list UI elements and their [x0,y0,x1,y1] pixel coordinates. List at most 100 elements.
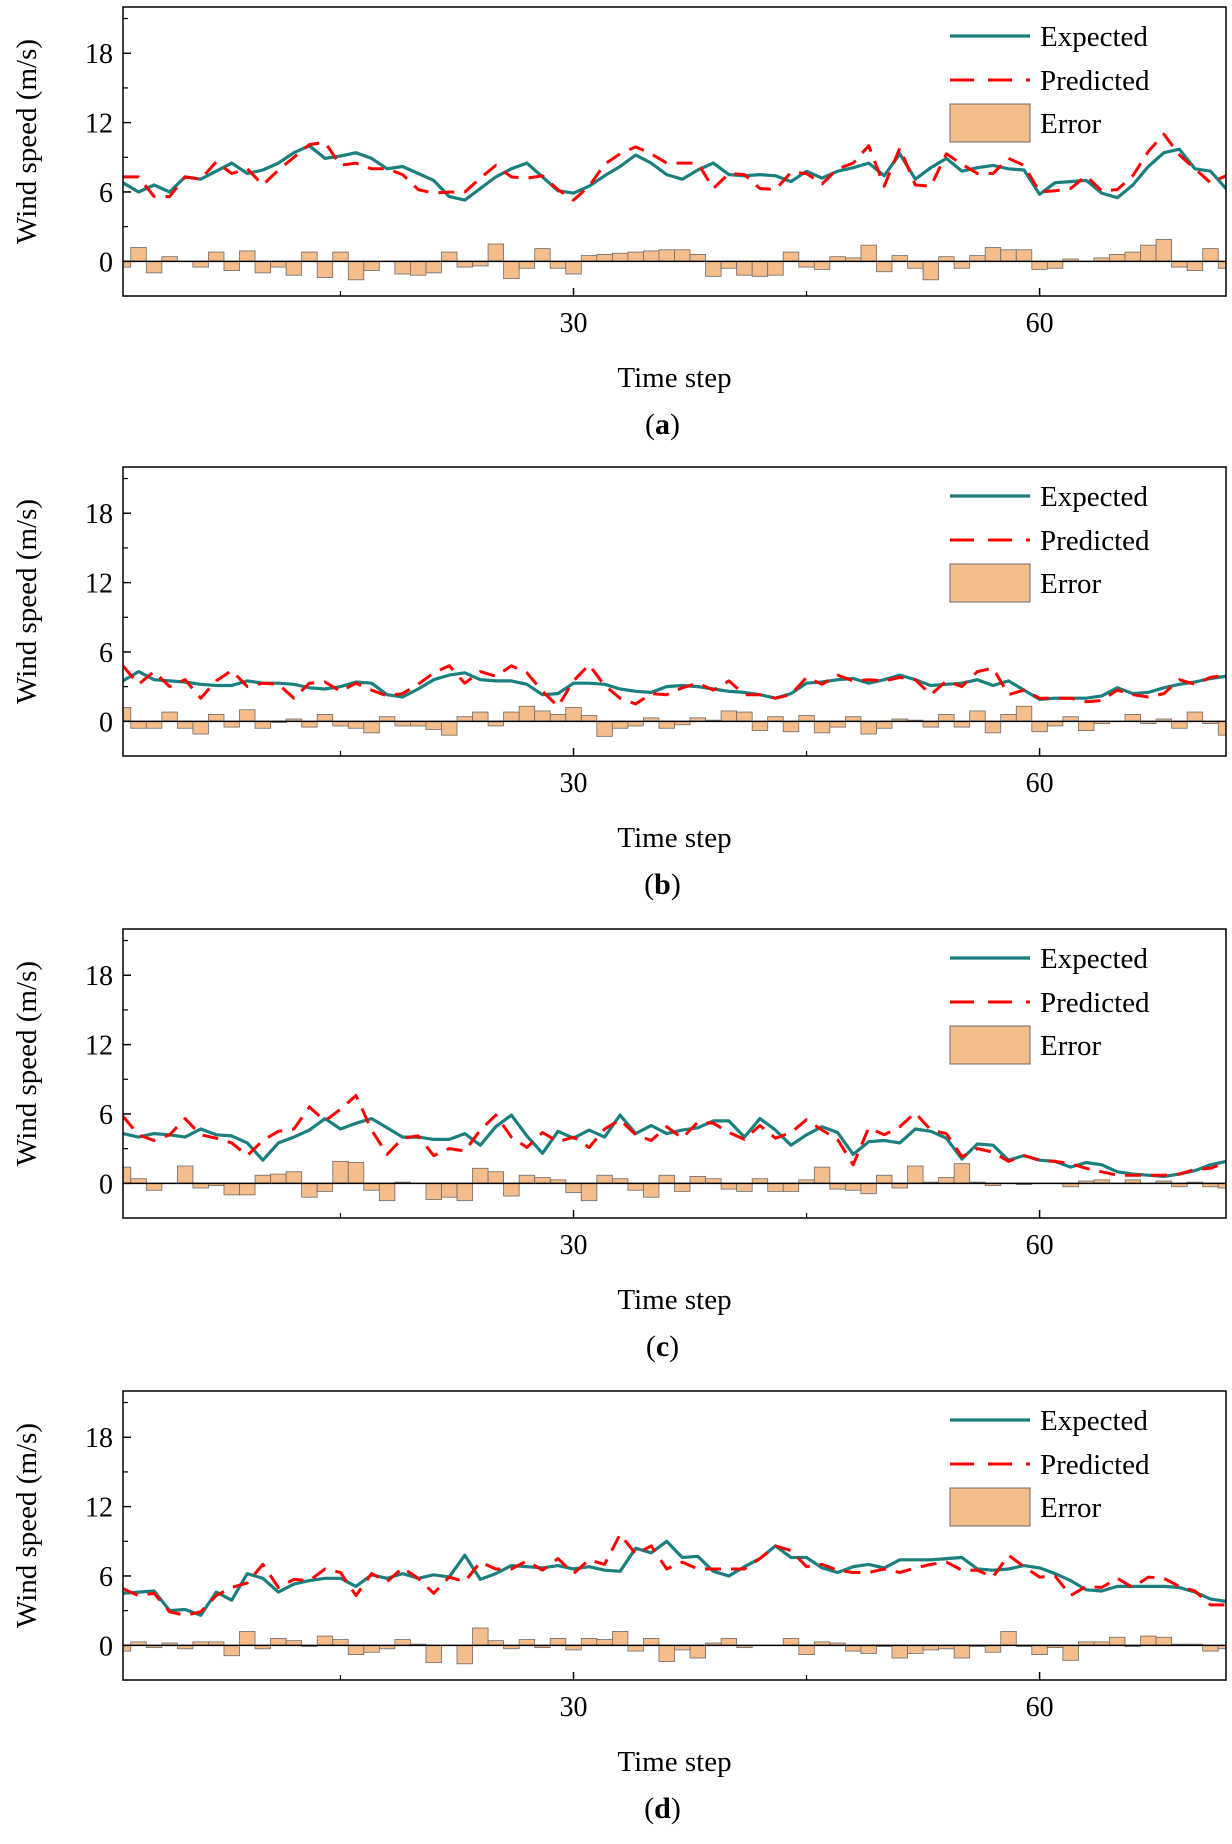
error-bar [1202,1644,1219,1652]
error-bar [1171,260,1188,268]
error-bar [1155,238,1173,262]
error-bar [984,1644,1002,1653]
error-bar [378,1182,396,1202]
error-bar [1109,253,1126,262]
error-bar [689,1644,706,1659]
error-bar [643,1637,660,1646]
error-bar [270,260,287,268]
error-bar [1186,260,1204,271]
expected-series-line [123,1113,1226,1179]
error-bar [176,1165,194,1184]
y-tick-label: 6 [99,1100,113,1131]
error-bar [767,1182,784,1192]
panel-d: 0 6 12 18 30 60 Time step Wind speed (m/s) Expec… [11,1390,1227,1825]
panel-caption-close: ) [671,1792,681,1825]
error-bar [1140,1635,1157,1646]
error-bar [239,1182,256,1196]
error-bar [472,711,489,722]
error-bar [410,260,427,276]
error-bar [301,1182,318,1198]
error-bar [829,1182,846,1190]
error-bar [363,720,380,734]
legend-error-label: Error [1040,568,1102,600]
error-bar [316,260,334,278]
x-tick-label: 60 [1026,768,1054,799]
error-bar [316,713,334,722]
plot-data-area [123,1094,1226,1202]
error-bar [658,720,675,729]
error-bar [720,710,738,722]
error-bar [549,713,567,722]
x-tick-label: 60 [1026,308,1054,339]
error-bar [472,1627,489,1646]
error-bar [844,1644,862,1652]
y-tick-label: 18 [85,961,113,992]
error-bar [425,1644,442,1664]
panel-c: 0 6 12 18 30 60 Time step Wind speed (m/s) Expec… [11,928,1227,1363]
error-bar [705,260,722,277]
error-bar [596,253,613,262]
error-bar [254,720,271,729]
error-bar [254,260,271,274]
error-bar [1078,720,1095,731]
error-bar [456,260,473,268]
error-bar [922,720,939,728]
plot-frame [122,466,1227,757]
error-bar [425,1182,442,1200]
error-bar [503,260,520,280]
error-bar [549,1637,567,1646]
error-bar [938,1177,955,1184]
error-bar [347,260,365,281]
error-bar [254,1174,271,1184]
error-bar [1015,705,1033,722]
error-bar [876,720,893,729]
plot-frame [122,6,1227,297]
error-bar [922,260,939,281]
error-bar [347,720,365,729]
error-bar [658,249,675,262]
error-bar [565,260,582,275]
x-axis-title: Time step [617,822,731,854]
plot-frame [122,1390,1227,1681]
predicted-series-line [123,663,1226,708]
legend-expected-label: Expected [1040,481,1148,513]
error-bar [751,720,769,731]
error-bar [1031,720,1048,733]
error-bar [223,720,240,728]
y-tick-label: 0 [99,1631,113,1662]
error-bar [123,707,132,722]
x-tick-label: 30 [560,308,588,339]
expected-series-line [123,1539,1226,1617]
error-bar [720,260,738,269]
error-bar [487,243,505,262]
error-bar [425,260,442,274]
error-bar [239,1631,256,1646]
error-bar [456,1182,473,1202]
error-bar [580,1637,598,1646]
error-bar [130,247,147,262]
error-bar [829,720,846,728]
error-bar [813,1166,831,1184]
error-bar [363,1182,380,1191]
panel-caption-letter: c [656,1330,669,1363]
legend-error-swatch [949,103,1031,143]
error-bar [658,1174,675,1184]
error-bar [736,1182,753,1192]
error-bar [720,1637,738,1646]
legend-error-swatch [949,1487,1031,1527]
legend-error-label: Error [1040,1492,1102,1524]
error-bar [316,1182,334,1192]
predicted-series-line [123,1532,1226,1617]
panel-caption-open: ( [644,868,654,901]
error-bar [611,720,629,729]
plot-data-area [123,663,1226,737]
x-tick-label: 60 [1026,1692,1054,1723]
legend: Expected Predicted Error [949,943,1150,1065]
error-bar [907,1165,924,1184]
error-bar [658,1644,675,1662]
error-bar [1031,1644,1048,1655]
error-bar [123,1644,132,1652]
y-tick-label: 12 [85,1031,113,1062]
panel-caption: (a) [645,408,680,441]
